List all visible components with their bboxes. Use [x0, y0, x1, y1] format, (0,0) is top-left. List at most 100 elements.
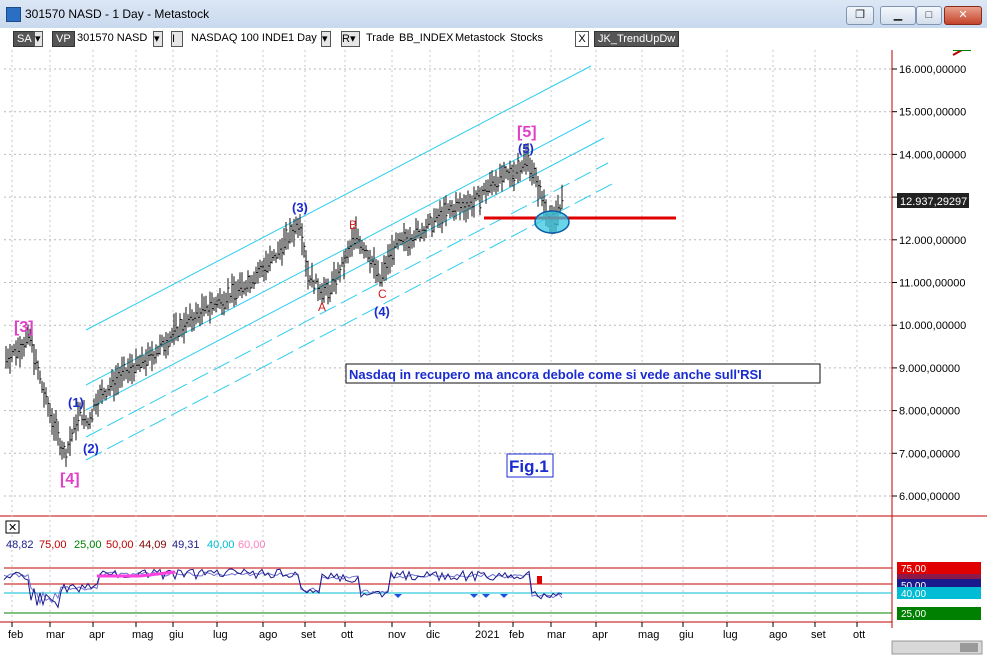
price-tick-label: 14.000,00000: [899, 149, 966, 161]
channel-lower: [85, 183, 613, 461]
price-axis: 16.000,0000015.000,0000014.000,0000013.0…: [892, 64, 966, 503]
time-tick-label: apr: [592, 629, 608, 641]
rsi-overbought-highlight: [97, 570, 176, 578]
horizontal-scrollbar[interactable]: [891, 640, 983, 655]
rsi-legend-item: 50,00: [106, 539, 134, 551]
wave-2-label: (2): [83, 441, 99, 456]
rsi-legend-item: 49,31: [172, 539, 200, 551]
time-tick-label: set: [301, 629, 316, 641]
trend-tool-icon[interactable]: [952, 50, 971, 56]
rsi-marker: [537, 576, 542, 584]
rsi-badge-25: [897, 607, 981, 620]
close-button[interactable]: ✕: [944, 6, 982, 25]
time-tick-label: ott: [341, 629, 353, 641]
wave-a-label: A: [318, 300, 326, 314]
price-tick-label: 16.000,00000: [899, 64, 966, 76]
time-tick-label: ago: [259, 629, 277, 641]
rsi-line: [3, 568, 563, 609]
time-tick-label: lug: [213, 629, 228, 641]
rsi-close-glyph: ✕: [8, 522, 17, 534]
chart-svg[interactable]: 16.000,0000015.000,0000014.000,0000013.0…: [0, 50, 987, 662]
price-tick-label: 6.000,00000: [899, 491, 960, 503]
trade-label: Trade: [366, 32, 395, 44]
bb-index-label: BB_INDEX: [399, 32, 454, 44]
wave-3-label: (3): [292, 200, 308, 215]
title-bar: 301570 NASD - 1 Day - Metastock ❐ ▁ □ ✕: [0, 0, 987, 29]
price-tick-label: 10.000,00000: [899, 320, 966, 332]
time-tick-label: giu: [169, 629, 184, 641]
wave-5-label: (5): [518, 141, 534, 156]
time-tick-label: ott: [853, 629, 865, 641]
rsi-badge-50-label: 50,00: [901, 581, 926, 592]
wave-4-label: (4): [374, 304, 390, 319]
instrument-label: NASDAQ 100 INDE: [191, 32, 289, 44]
wave-1-label: (1): [68, 395, 84, 410]
rsi-badge-25-label: 25,00: [901, 609, 926, 620]
close-indicator-button[interactable]: X: [575, 31, 589, 47]
window-title: 301570 NASD - 1 Day - Metastock: [25, 7, 210, 21]
fig-label: Fig.1: [509, 457, 549, 476]
restore-button[interactable]: ❐: [846, 6, 874, 25]
rsi-legend-item: 25,00: [74, 539, 102, 551]
rsi-legend-item: 60,00: [238, 539, 266, 551]
price-tick-label: 9.000,00000: [899, 363, 960, 375]
i-button[interactable]: I: [171, 31, 183, 47]
channel-mid-2: [85, 137, 605, 411]
rsi-legend-item: 75,00: [39, 539, 67, 551]
price-tick-label: 12.000,00000: [899, 235, 966, 247]
stocks-label: Stocks: [510, 32, 544, 44]
rsi-badge-purple: [897, 574, 981, 582]
time-tick-label: feb: [8, 629, 23, 641]
period-dropdown-icon[interactable]: ▾: [321, 31, 331, 47]
channel-lines: [85, 65, 613, 461]
current-price-badge: [897, 193, 969, 208]
time-tick-label: dic: [426, 629, 441, 641]
price-panel[interactable]: [4, 50, 892, 516]
time-tick-label: mar: [547, 629, 566, 641]
time-tick-label: feb: [509, 629, 524, 641]
vp-button[interactable]: VP: [52, 31, 75, 47]
wave-3-big-label: [3]: [14, 319, 34, 336]
scrollbar-thumb[interactable]: [960, 643, 978, 652]
rsi-badge-40-label: 40,00: [901, 589, 926, 600]
maximize-button[interactable]: □: [916, 6, 942, 25]
period-label[interactable]: 1 Day: [288, 32, 317, 44]
wave-b-label: B: [349, 218, 357, 232]
chart-toolbar: SA ▾ VP 301570 NASD ▾ I NASDAQ 100 INDE …: [0, 28, 987, 50]
wave-c-label: C: [378, 287, 387, 301]
price-tick-label: 7.000,00000: [899, 448, 960, 460]
symbol-label[interactable]: 301570 NASD: [77, 32, 148, 44]
rsi-up-arrows: [394, 594, 508, 598]
time-tick-label: apr: [89, 629, 105, 641]
source-label: Metastock: [455, 32, 506, 44]
rsi-close-icon[interactable]: [5, 520, 20, 534]
rsi-legend-item: 40,00: [207, 539, 235, 551]
channel-mid-3: [85, 162, 609, 438]
rsi-badge-40: [897, 587, 981, 599]
minimize-button[interactable]: ▁: [880, 6, 916, 25]
rsi-legend: 48,82 75,00 25,00 50,00 44,09 49,31 40,00 60,00: [6, 539, 266, 551]
price-tick-label: 15.000,00000: [899, 107, 966, 119]
rsi-badge-75: [897, 562, 981, 574]
time-tick-label: 2021: [475, 629, 499, 641]
sa-button[interactable]: SA: [13, 31, 36, 47]
r-button[interactable]: R▾: [341, 31, 360, 47]
note-text: Nasdaq in recupero ma ancora debole come…: [349, 367, 762, 382]
time-tick-label: mag: [132, 629, 153, 641]
price-bars: [5, 142, 564, 467]
fig-box: [506, 453, 554, 478]
wave-4-big-label: [4]: [60, 471, 80, 488]
symbol-dropdown-icon[interactable]: ▾: [153, 31, 163, 47]
channel-upper: [85, 65, 592, 331]
indicator-label[interactable]: JK_TrendUpDw: [594, 31, 680, 47]
time-tick-label: mag: [638, 629, 659, 641]
note-box: [345, 363, 821, 384]
app-icon: [6, 7, 21, 22]
rsi-badge-75-label: 75,00: [901, 564, 926, 575]
current-price-label: 12.937,29297: [900, 196, 967, 208]
sa-dropdown-icon[interactable]: ▾: [34, 31, 43, 47]
price-tick-label: 11.000,00000: [899, 278, 965, 290]
chart-area[interactable]: 16.000,0000015.000,0000014.000,0000013.0…: [0, 50, 987, 662]
wave-5-big-label: [5]: [517, 124, 537, 141]
time-tick-label: mar: [46, 629, 65, 641]
